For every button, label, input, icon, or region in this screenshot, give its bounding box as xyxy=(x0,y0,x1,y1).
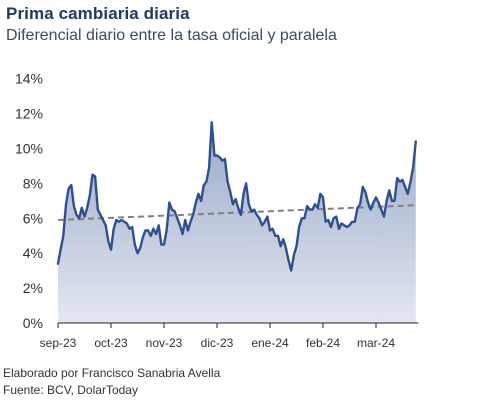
x-axis-ticks: sep-23 oct-23 nov-23 dic-23 ene-24 feb-24 mar-… xyxy=(40,323,395,350)
y-tick-label: 2% xyxy=(23,280,43,296)
x-tick-label: oct-23 xyxy=(94,336,128,350)
x-tick-label: dic-23 xyxy=(201,336,234,350)
footer-source: Fuente: BCV, DolarToday xyxy=(3,383,138,397)
x-tick-label: sep-23 xyxy=(40,336,77,350)
y-tick-label: 8% xyxy=(23,175,43,191)
y-tick-label: 14% xyxy=(15,71,43,87)
x-tick-label: feb-24 xyxy=(306,336,340,350)
footer-author: Elaborado por Francisco Sanabria Avella xyxy=(3,366,221,380)
series-line xyxy=(56,121,417,272)
x-tick-label: mar-24 xyxy=(357,336,395,350)
y-tick-label: 6% xyxy=(23,210,43,226)
y-tick-label: 4% xyxy=(23,245,43,261)
y-axis-ticks: 0% 2% 4% 6% 8% 10% 12% 14% xyxy=(15,71,43,331)
x-tick-label: nov-23 xyxy=(146,336,183,350)
y-tick-label: 12% xyxy=(15,106,43,122)
series-area xyxy=(58,122,416,323)
y-tick-label: 0% xyxy=(23,315,43,331)
chart-title: Prima cambiaria diaria xyxy=(6,4,190,23)
chart-canvas: 0% 2% 4% 6% 8% 10% 12% 14% sep-23 oct-23 nov-23 di… xyxy=(15,71,419,350)
y-tick-label: 10% xyxy=(15,141,43,157)
chart-subtitle: Diferencial diario entre la tasa oficial… xyxy=(6,27,337,44)
x-tick-label: ene-24 xyxy=(251,336,289,350)
